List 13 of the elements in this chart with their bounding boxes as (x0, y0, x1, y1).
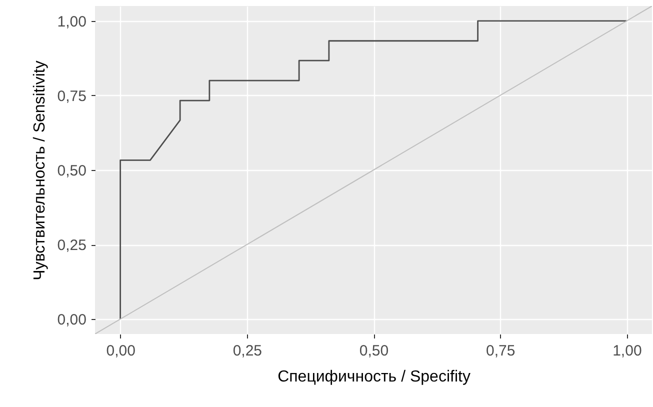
y-tick-label: 0,00 (57, 312, 86, 329)
y-tick-label: 0,50 (57, 162, 86, 180)
y-tick-label: 1,00 (57, 13, 86, 30)
y-tick-label: 0,25 (57, 237, 86, 254)
y-axis-title: Чувствительность / Sensitivity (31, 60, 48, 280)
y-tick-label: 0,75 (57, 88, 86, 105)
x-axis-title: Специфичность / Specifity (278, 368, 470, 386)
x-tick-label: 0,00 (106, 342, 136, 360)
x-tick-label: 1,00 (612, 342, 642, 360)
x-tick-label: 0,25 (232, 342, 262, 360)
x-tick-label: 0,50 (359, 342, 389, 360)
line-series (120, 20, 628, 320)
x-tick-label: 0,75 (486, 342, 516, 360)
